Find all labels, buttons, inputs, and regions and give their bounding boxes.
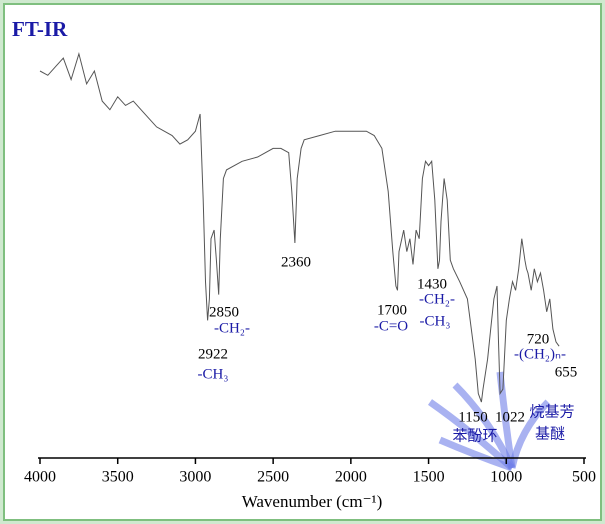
chart-title: FT-IR — [12, 17, 68, 41]
arrow — [427, 399, 515, 471]
annotation-label: 烷基芳 — [529, 403, 574, 420]
annotation-group: -CH₂- — [214, 320, 250, 336]
x-axis-label: Wavenumber (cm⁻¹) — [242, 492, 383, 511]
x-tick-label: 1000 — [490, 469, 522, 486]
annotation-label: 720 — [527, 331, 550, 347]
x-tick-label: 2500 — [257, 469, 289, 486]
annotation-group: 基醚 — [535, 425, 565, 442]
x-tick-label: 2000 — [335, 469, 367, 486]
x-tick-label: 1500 — [413, 469, 445, 486]
annotation-group: -CH₂- — [419, 291, 455, 307]
annotation-label: 1700 — [377, 302, 407, 318]
x-tick-label: 4000 — [24, 469, 56, 486]
annotation-group: -C=O — [374, 318, 408, 334]
annotation-group: -(CH₂)ₙ- — [514, 346, 566, 362]
annotation-group: -CH₃ — [197, 366, 228, 382]
spectrum-line — [39, 51, 560, 403]
annotation-label: 2360 — [281, 254, 311, 270]
annotation-label: 1150 — [458, 409, 487, 425]
x-tick-label: 3500 — [102, 469, 134, 486]
annotation-group: 苯酚环 — [452, 427, 497, 444]
annotation-label: 2922 — [198, 346, 228, 362]
annotation-label: 2850 — [209, 304, 239, 320]
arrow — [508, 399, 551, 469]
arrow — [438, 436, 514, 472]
x-tick-label: 3000 — [179, 469, 211, 486]
panel — [3, 3, 602, 521]
annotation-label: 1430 — [417, 276, 447, 292]
annotation-label: 1022 — [495, 409, 525, 425]
x-tick-label: 500 — [572, 469, 596, 486]
annotation-label: 655 — [555, 364, 578, 380]
annotation-group: -CH₃ — [419, 313, 450, 329]
